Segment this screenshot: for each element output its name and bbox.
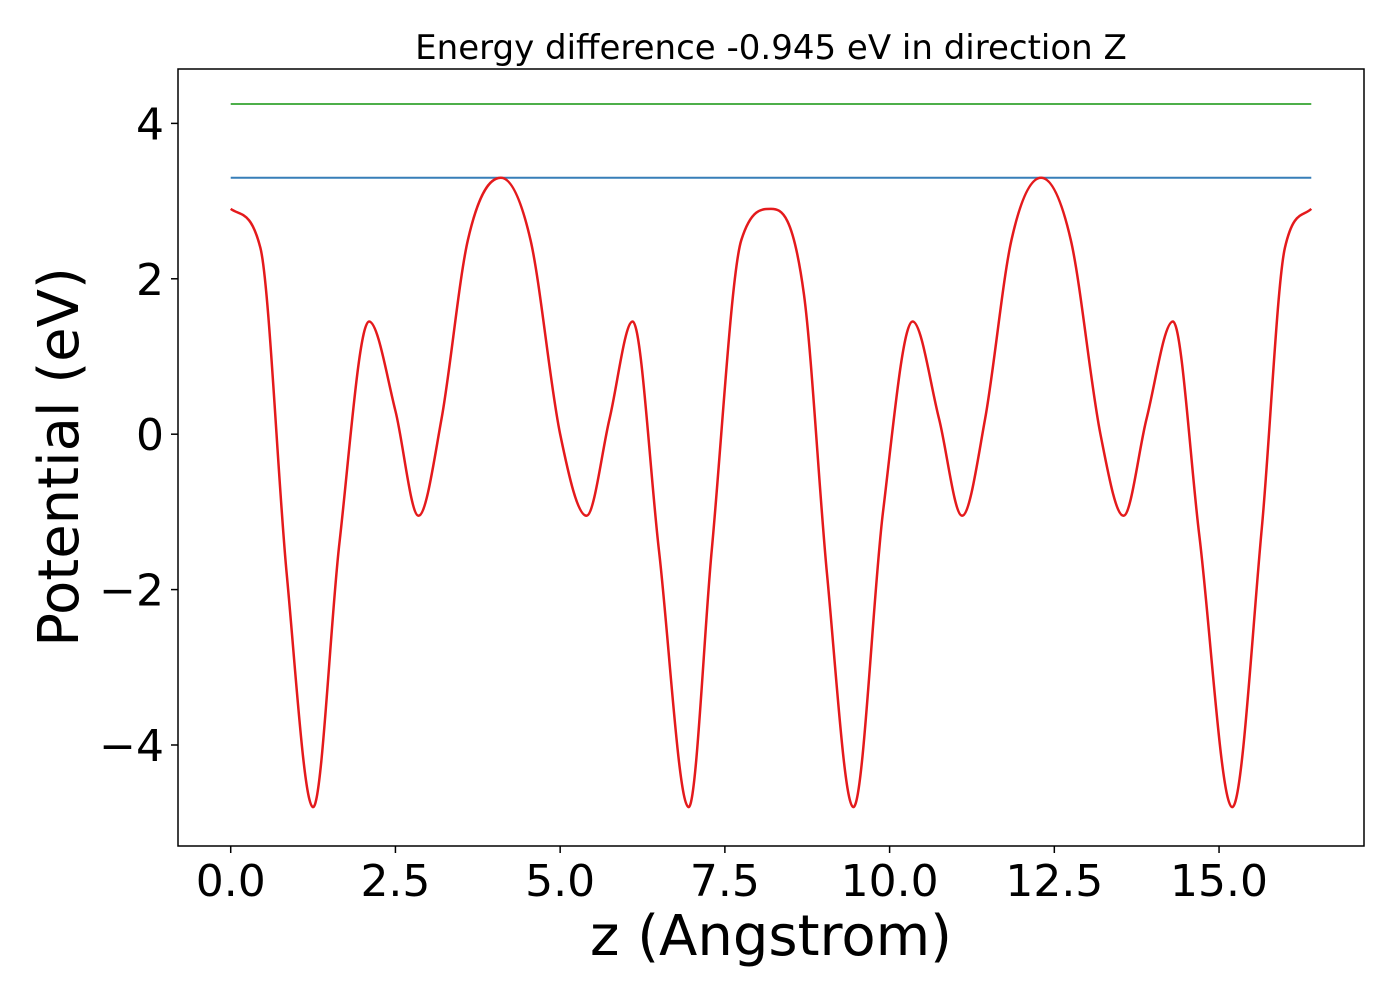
y-tick-label: 2 — [136, 255, 164, 306]
series-layer — [229, 102, 1313, 809]
y-tick-label: 0 — [136, 410, 164, 461]
x-tick-label: 5.0 — [525, 856, 595, 907]
x-tick-label: 15.0 — [1170, 856, 1268, 907]
x-axis-label: z (Angstrom) — [590, 904, 952, 969]
y-tick-label: −2 — [99, 566, 164, 617]
x-tick-label: 12.5 — [1005, 856, 1103, 907]
y-tick-label: −4 — [99, 721, 164, 772]
x-tick-label: 2.5 — [360, 856, 430, 907]
y-tick-label: 4 — [136, 99, 164, 150]
series-line-0 — [229, 176, 1313, 809]
chart-title: Energy difference -0.945 eV in direction… — [415, 28, 1127, 68]
y-axis: −4 −2 0 2 4 — [99, 99, 178, 772]
x-axis: 0.0 2.5 5.0 7.5 10.0 12.5 15.0 — [196, 846, 1268, 907]
x-tick-label: 10.0 — [841, 856, 939, 907]
y-axis-label: Potential (eV) — [27, 267, 92, 647]
x-tick-label: 7.5 — [690, 856, 760, 907]
plot-area-frame — [177, 68, 1365, 847]
x-tick-label: 0.0 — [196, 856, 266, 907]
